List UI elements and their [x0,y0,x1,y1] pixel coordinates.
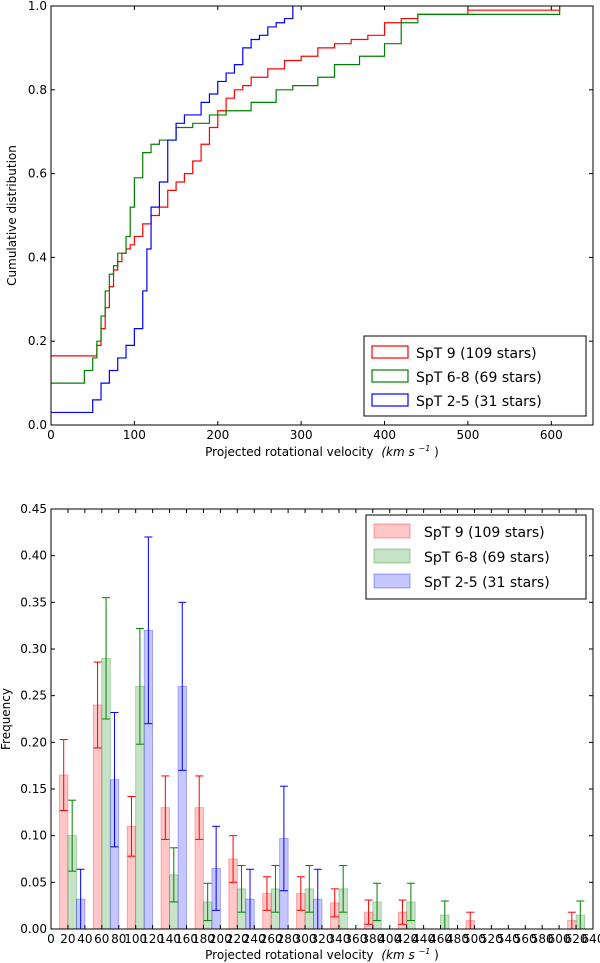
histogram-y-tick-label: 0.35 [20,595,47,609]
cumulative-y-tick-label: 1.0 [28,0,47,13]
histogram-x-axis-label-close: ) [434,948,439,962]
cumulative-legend-label-1: SpT 6-8 (69 stars) [416,370,542,386]
cumulative-legend-swatch-0 [371,345,409,359]
histogram-x-tick-label: 260 [260,932,283,946]
histogram-x-tick-label: 560 [514,932,537,946]
cumulative-chart: 0 100 200 300 400 500 600 0.0 0.2 0.4 0.6 0.8 1.0 Cu… [5,0,594,459]
histogram-x-tick-label: 120 [141,932,164,946]
histogram-x-tick-label: 320 [311,932,334,946]
histogram-x-tick-label: 440 [412,932,435,946]
histogram-x-tick-label: 0 [47,932,55,946]
cumulative-x-tick-label: 0 [47,428,55,442]
histogram-x-tick-label: 460 [429,932,452,946]
histogram-x-tick-label: 640 [582,932,600,946]
histogram-legend-swatch-1 [373,548,411,564]
cumulative-x-tick-label: 600 [540,428,563,442]
histogram-x-axis-label-exponent: −1 [419,947,431,956]
histogram-y-tick-label: 0.00 [20,922,47,936]
cumulative-legend: SpT 9 (109 stars) SpT 6-8 (69 stars) SpT 2… [363,335,587,417]
cumulative-x-axis-label-exponent: −1 [419,444,431,453]
cumulative-x-tick-label: 500 [456,428,479,442]
histogram-x-tick-label: 600 [548,932,571,946]
cumulative-series-line-1 [51,6,561,384]
histogram-y-tick-label: 0.20 [20,735,47,749]
cumulative-x-tick-label: 100 [123,428,146,442]
histogram-x-tick-label: 60 [94,932,109,946]
cumulative-y-tick-label: 0.4 [28,250,47,264]
histogram-x-tick-label: 20 [60,932,75,946]
cumulative-y-axis-label: Cumulative distribution [5,145,19,286]
frequency-histogram: 0 20 40 60 801001201401601802002202402602803… [0,502,600,962]
histogram-legend: SpT 9 (109 stars) SpT 6-8 (69 stars) SpT 2… [365,514,587,600]
histogram-x-tick-label: 360 [344,932,367,946]
histogram-x-tick-label: 40 [77,932,92,946]
histogram-x-tick-label: 240 [243,932,266,946]
cumulative-plot-frame [50,5,594,426]
histogram-x-tick-label: 220 [226,932,249,946]
cumulative-x-tick-label: 400 [373,428,396,442]
histogram-x-tick-label: 480 [446,932,469,946]
cumulative-x-axis-label-text: Projected rotational velocity [205,445,373,459]
histogram-y-tick-label: 0.25 [20,689,47,703]
histogram-y-axis-label: Frequency [0,688,13,750]
cumulative-legend-label-0: SpT 9 (109 stars) [416,346,537,362]
cumulative-x-tick-label: 300 [290,428,313,442]
histogram-x-axis-label-text: Projected rotational velocity [205,948,373,962]
cumulative-legend-label-2: SpT 2-5 (31 stars) [416,394,542,410]
histogram-x-tick-label: 160 [175,932,198,946]
cumulative-y-tick-label: 0.0 [28,418,47,432]
histogram-x-tick-label: 280 [277,932,300,946]
histogram-y-tick-label: 0.15 [20,782,47,796]
histogram-x-tick-label: 520 [480,932,503,946]
histogram-x-tick-label: 620 [565,932,588,946]
histogram-x-tick-label: 80 [111,932,126,946]
cumulative-series-line-2 [51,6,294,414]
histogram-legend-label-1: SpT 6-8 (69 stars) [424,550,550,566]
cumulative-x-axis-label-close: ) [434,445,439,459]
cumulative-legend-swatch-2 [371,393,409,407]
histogram-legend-box [365,514,587,600]
cumulative-y-tick-label: 0.6 [28,167,47,181]
histogram-x-tick-label: 420 [395,932,418,946]
cumulative-y-tick-label: 0.8 [28,83,47,97]
histogram-y-tick-label: 0.45 [20,502,47,516]
histogram-x-tick-label: 380 [361,932,384,946]
histogram-legend-label-2: SpT 2-5 (31 stars) [424,575,550,591]
histogram-y-tick-label: 0.40 [20,549,47,563]
cumulative-series-line-0 [51,6,561,357]
histogram-x-axis-label-unit: (km s [381,948,414,962]
histogram-x-tick-label: 540 [497,932,520,946]
cumulative-x-tick-label: 200 [206,428,229,442]
histogram-x-axis-label: Projected rotational velocity (km s −1 ) [205,943,439,962]
histogram-x-tick-label: 200 [209,932,232,946]
histogram-y-tick-label: 0.30 [20,642,47,656]
histogram-x-tick-label: 100 [124,932,147,946]
histogram-errorbars-group [59,536,585,930]
histogram-x-tick-label: 500 [463,932,486,946]
cumulative-series-group [51,6,561,414]
histogram-legend-swatch-2 [373,573,411,589]
histogram-y-tick-label: 0.10 [20,829,47,843]
histogram-x-tick-label: 180 [192,932,215,946]
histogram-x-tick-label: 400 [378,932,401,946]
histogram-y-tick-label: 0.05 [20,875,47,889]
histogram-legend-swatch-0 [373,523,411,539]
histogram-x-tick-label: 300 [294,932,317,946]
cumulative-y-tick-label: 0.2 [28,334,47,348]
histogram-bars-group [59,629,585,930]
histogram-x-tick-label: 580 [531,932,554,946]
histogram-x-tick-label: 340 [327,932,350,946]
histogram-legend-label-0: SpT 9 (109 stars) [424,525,545,541]
cumulative-legend-swatch-1 [371,369,409,383]
cumulative-x-axis-label: Projected rotational velocity (km s −1 ) [205,440,439,459]
histogram-x-tick-label: 140 [158,932,181,946]
cumulative-legend-box [363,335,587,417]
cumulative-x-axis-label-unit: (km s [381,445,414,459]
